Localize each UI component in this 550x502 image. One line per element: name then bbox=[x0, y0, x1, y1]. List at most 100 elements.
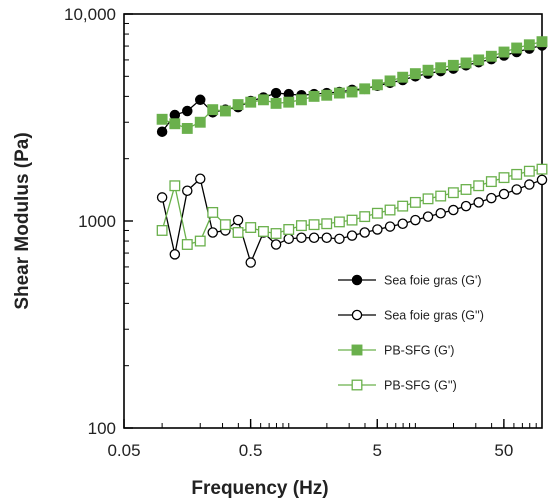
data-point bbox=[156, 225, 168, 236]
data-point bbox=[410, 214, 421, 226]
legend-marker bbox=[351, 274, 363, 286]
legend-item: PB-SFG (G'') bbox=[338, 379, 457, 393]
data-point bbox=[371, 207, 383, 219]
data-point bbox=[473, 180, 485, 192]
data-point bbox=[156, 192, 168, 203]
data-point bbox=[460, 200, 472, 212]
data-point bbox=[460, 184, 472, 195]
data-point bbox=[485, 50, 497, 62]
data-point bbox=[397, 200, 409, 212]
data-point bbox=[346, 230, 358, 241]
data-point bbox=[447, 187, 459, 199]
legend-marker bbox=[351, 344, 363, 356]
data-point bbox=[384, 75, 396, 87]
data-point bbox=[333, 216, 345, 228]
data-point bbox=[536, 163, 548, 175]
data-point bbox=[321, 218, 333, 230]
data-point bbox=[169, 109, 181, 121]
legend-item: Sea foie gras (G'') bbox=[338, 309, 484, 323]
data-point bbox=[156, 113, 168, 125]
data-point bbox=[270, 87, 282, 99]
data-point bbox=[523, 39, 535, 51]
legend-label: PB-SFG (G'') bbox=[384, 379, 457, 393]
data-point bbox=[219, 219, 231, 231]
data-point bbox=[169, 249, 181, 260]
data-point bbox=[245, 96, 257, 108]
data-point bbox=[409, 196, 421, 208]
data-point bbox=[321, 232, 332, 244]
data-point bbox=[460, 57, 472, 69]
data-point bbox=[359, 227, 370, 238]
data-point bbox=[473, 197, 484, 208]
legend-marker bbox=[351, 309, 363, 321]
data-point bbox=[447, 59, 459, 71]
data-point bbox=[219, 105, 231, 117]
data-point bbox=[536, 174, 548, 186]
data-point bbox=[511, 42, 523, 54]
legend-item: Sea foie gras (G') bbox=[338, 274, 482, 288]
data-point bbox=[371, 79, 383, 91]
data-point bbox=[397, 71, 409, 83]
x-tick-label: 50 bbox=[494, 441, 513, 460]
data-point bbox=[295, 94, 307, 106]
data-point bbox=[359, 83, 371, 95]
data-point bbox=[422, 193, 434, 205]
x-tick-label: 0.05 bbox=[107, 441, 140, 460]
data-point bbox=[257, 226, 269, 237]
y-tick-label: 100 bbox=[88, 419, 116, 438]
legend-marker bbox=[351, 379, 363, 391]
data-point bbox=[169, 118, 181, 130]
data-point bbox=[346, 214, 358, 226]
data-point bbox=[372, 224, 383, 235]
data-point bbox=[346, 86, 358, 98]
data-point bbox=[422, 211, 434, 222]
data-point bbox=[334, 233, 345, 245]
data-point bbox=[194, 235, 206, 247]
data-point bbox=[283, 96, 295, 108]
data-point bbox=[207, 227, 218, 238]
data-point bbox=[308, 90, 320, 102]
data-point bbox=[283, 233, 294, 245]
data-point bbox=[485, 176, 497, 188]
data-point bbox=[207, 206, 219, 218]
data-point bbox=[181, 239, 193, 250]
data-series bbox=[156, 36, 548, 268]
data-point bbox=[384, 221, 396, 232]
y-tick-label: 10,000 bbox=[64, 5, 116, 24]
data-point bbox=[308, 219, 320, 231]
data-point bbox=[321, 89, 333, 101]
data-point bbox=[245, 222, 257, 233]
legend-label: Sea foie gras (G'') bbox=[384, 309, 484, 323]
legend: Sea foie gras (G') Sea foie gras (G'') PB-… bbox=[338, 274, 484, 393]
data-point bbox=[232, 99, 244, 111]
data-point bbox=[270, 239, 282, 250]
data-point bbox=[194, 173, 206, 184]
data-point bbox=[295, 220, 307, 232]
data-point bbox=[536, 36, 548, 48]
series-2 bbox=[156, 36, 548, 134]
x-tick-label: 5 bbox=[373, 441, 382, 460]
x-axis-ticks: 0.05 0.5 5 50 bbox=[107, 419, 537, 460]
data-point bbox=[498, 188, 510, 200]
data-point bbox=[283, 224, 295, 235]
data-point bbox=[182, 105, 193, 117]
y-tick-label: 1000 bbox=[78, 212, 116, 231]
data-point bbox=[156, 126, 168, 137]
data-point bbox=[296, 232, 307, 244]
data-point bbox=[409, 68, 421, 80]
data-point bbox=[511, 168, 523, 180]
plot-frame bbox=[123, 13, 543, 429]
data-point bbox=[232, 227, 244, 238]
data-point bbox=[511, 184, 522, 195]
data-point bbox=[232, 214, 244, 226]
data-point bbox=[435, 62, 447, 74]
y-axis-ticks: 100 1000 10,000 bbox=[64, 5, 133, 438]
data-point bbox=[498, 172, 510, 184]
data-point bbox=[257, 94, 269, 106]
data-point bbox=[473, 54, 485, 66]
legend-item: PB-SFG (G') bbox=[338, 344, 454, 358]
data-point bbox=[169, 180, 181, 192]
data-point bbox=[194, 116, 206, 128]
data-point bbox=[448, 204, 459, 216]
